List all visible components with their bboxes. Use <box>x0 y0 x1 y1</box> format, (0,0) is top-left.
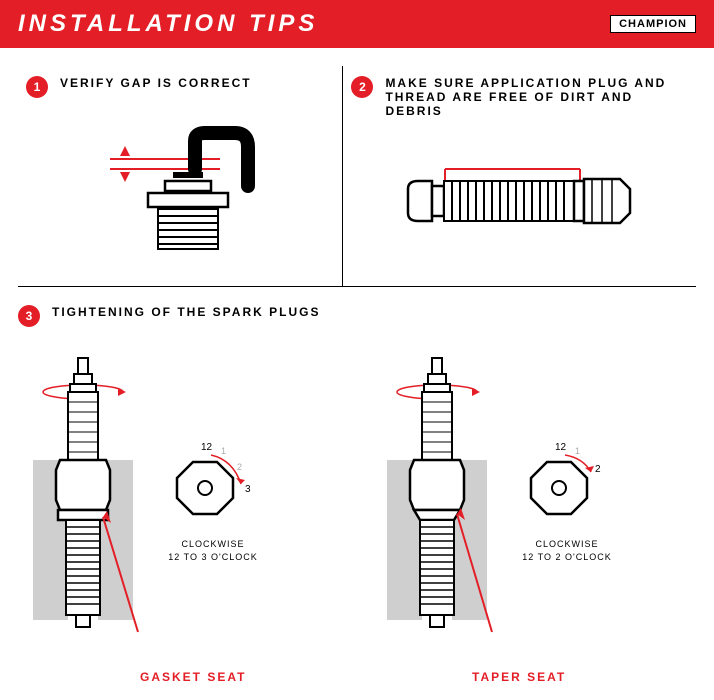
taper-section: 12 1 2 CLOCKWISE 12 TO 2 O'CLOCK <box>372 352 696 652</box>
step-1: 1 VERIFY GAP IS CORRECT <box>18 66 343 286</box>
page-title: INSTALLATION TIPS <box>18 10 318 38</box>
spark-plug-taper-icon <box>372 352 502 652</box>
octagon-gasket-icon: 12 1 2 3 <box>163 440 263 530</box>
gasket-section: 12 1 2 3 CLOCKWISE 12 TO 3 O'CLOCK <box>18 352 342 652</box>
step-1-text: VERIFY GAP IS CORRECT <box>60 76 252 90</box>
clock-range-label: 12 TO 2 O'CLOCK <box>517 551 617 564</box>
taper-clock-text: CLOCKWISE 12 TO 2 O'CLOCK <box>517 538 617 563</box>
clock-2-label: 2 <box>237 462 242 472</box>
clock-3-label: 3 <box>245 484 251 495</box>
clock-2-label: 2 <box>595 464 601 475</box>
octagon-taper-icon: 12 1 2 <box>517 440 617 530</box>
step-3-content: 12 1 2 3 CLOCKWISE 12 TO 3 O'CLOCK <box>18 352 696 652</box>
gasket-clock-area: 12 1 2 3 CLOCKWISE 12 TO 3 O'CLOCK <box>163 440 263 563</box>
clock-1-label: 1 <box>575 446 580 456</box>
taper-plug-drawing <box>372 352 502 652</box>
taper-seat-label: TAPER SEAT <box>472 670 566 684</box>
step-2-text: MAKE SURE APPLICATION PLUG AND THREAD AR… <box>385 76 688 118</box>
spark-plug-gasket-icon <box>18 352 148 652</box>
step-2-illustration <box>351 136 688 276</box>
clockwise-label: CLOCKWISE <box>517 538 617 551</box>
brand-logo: CHAMPION <box>610 15 696 33</box>
step-2-header: 2 MAKE SURE APPLICATION PLUG AND THREAD … <box>351 76 688 118</box>
step-1-header: 1 VERIFY GAP IS CORRECT <box>26 76 334 98</box>
top-steps-row: 1 VERIFY GAP IS CORRECT <box>18 66 696 287</box>
step-2-number: 2 <box>351 76 373 98</box>
clock-range-label: 12 TO 3 O'CLOCK <box>163 551 263 564</box>
step-3-text: TIGHTENING OF THE SPARK PLUGS <box>52 305 320 319</box>
step-3-number: 3 <box>18 305 40 327</box>
clock-1-label: 1 <box>221 446 226 456</box>
gasket-plug-drawing <box>18 352 148 652</box>
clock-12-label: 12 <box>201 442 213 453</box>
thread-diagram-icon <box>390 151 650 261</box>
gap-diagram-icon <box>80 121 280 251</box>
step-2: 2 MAKE SURE APPLICATION PLUG AND THREAD … <box>343 66 696 286</box>
step-1-number: 1 <box>26 76 48 98</box>
gasket-clock-text: CLOCKWISE 12 TO 3 O'CLOCK <box>163 538 263 563</box>
header-bar: INSTALLATION TIPS CHAMPION <box>0 0 714 48</box>
step-3: 3 TIGHTENING OF THE SPARK PLUGS <box>18 287 696 652</box>
gasket-seat-label: GASKET SEAT <box>140 670 246 684</box>
content-area: 1 VERIFY GAP IS CORRECT <box>0 48 714 670</box>
step-3-header: 3 TIGHTENING OF THE SPARK PLUGS <box>18 305 696 327</box>
clock-12-label: 12 <box>555 442 567 453</box>
taper-clock-area: 12 1 2 CLOCKWISE 12 TO 2 O'CLOCK <box>517 440 617 563</box>
step-1-illustration <box>26 116 334 256</box>
clockwise-label: CLOCKWISE <box>163 538 263 551</box>
